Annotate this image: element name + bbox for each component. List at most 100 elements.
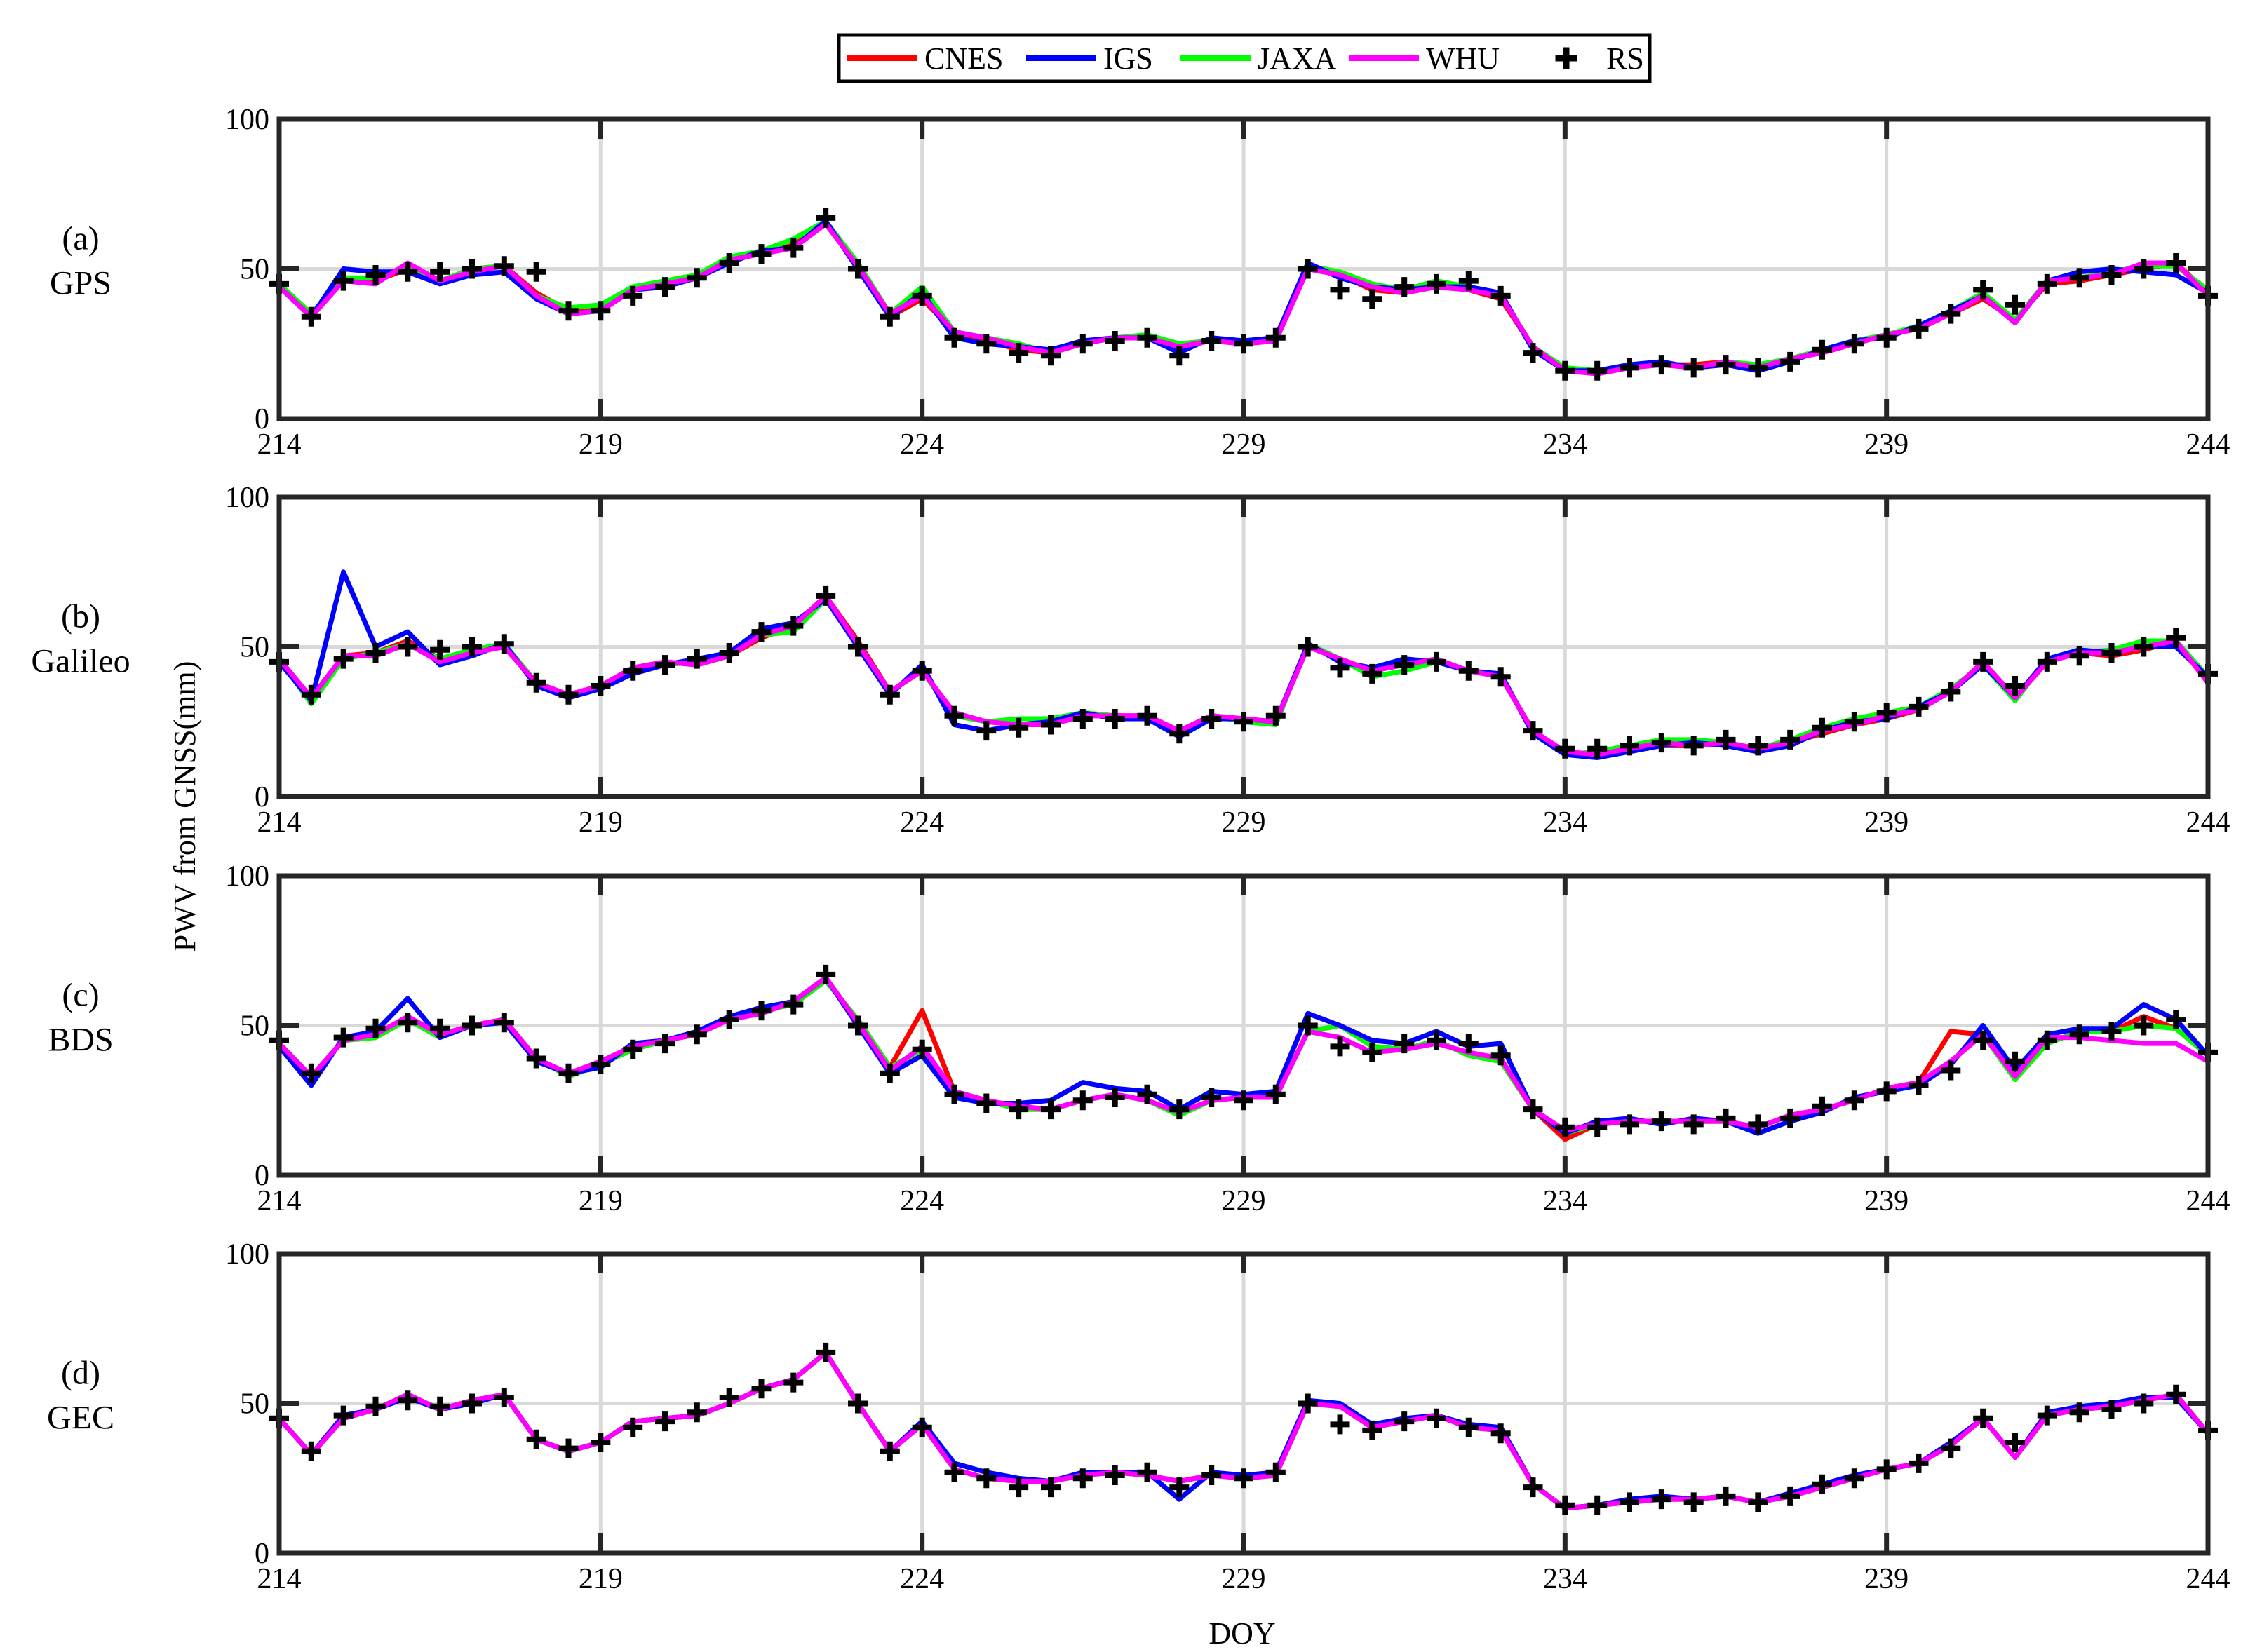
- rs-point: [301, 306, 321, 327]
- x-tick-label: 234: [1543, 1185, 1587, 1217]
- rs-point: [1072, 709, 1093, 729]
- rs-point: [1748, 358, 1768, 378]
- rs-point: [687, 1024, 707, 1045]
- rs-point: [2069, 268, 2089, 288]
- rs-point: [2134, 637, 2154, 657]
- rs-point: [365, 1018, 386, 1038]
- rs-point: [1620, 1492, 1639, 1512]
- rs-point: [880, 1441, 900, 1461]
- rs-point: [494, 1388, 514, 1407]
- rs-point: [1330, 280, 1350, 300]
- rs-point: [1651, 733, 1671, 753]
- rs-point: [1780, 351, 1800, 372]
- rs-point: [526, 262, 546, 282]
- rs-point: [1620, 358, 1639, 378]
- rs-point: [912, 1417, 932, 1437]
- legend-label-cnes: CNES: [924, 41, 1003, 76]
- rs-point: [2134, 1393, 2154, 1414]
- rs-point: [1009, 343, 1029, 363]
- rs-point: [719, 643, 739, 663]
- rs-point: [1201, 1088, 1222, 1107]
- rs-point: [1555, 1495, 1575, 1515]
- rs-point: [1716, 355, 1736, 375]
- rs-point: [2037, 1405, 2057, 1426]
- rs-point: [1490, 667, 1511, 687]
- x-tick-label: 244: [2186, 806, 2230, 839]
- x-tick-label: 239: [1864, 1185, 1909, 1217]
- rs-point: [1587, 1117, 1608, 1137]
- rs-point: [1812, 339, 1832, 360]
- rs-point: [1555, 1117, 1575, 1137]
- rs-point: [462, 637, 482, 657]
- rs-point: [687, 649, 707, 669]
- rs-point: [1716, 729, 1736, 750]
- rs-point: [1427, 1408, 1446, 1428]
- rs-point: [1201, 709, 1222, 729]
- y-tick-label: 100: [225, 104, 269, 136]
- x-tick-label: 244: [2186, 1563, 2230, 1595]
- rs-point: [2005, 1433, 2025, 1452]
- ticks: 214 219 224 229 234 239 244 0 50 100: [225, 482, 2230, 839]
- rs-point: [1941, 1438, 1961, 1458]
- y-tick-label: 100: [225, 860, 269, 893]
- rs-point: [2101, 643, 2122, 663]
- rs-point: [1362, 289, 1382, 309]
- rs-point: [2037, 1030, 2057, 1050]
- x-tick-label: 224: [900, 428, 944, 461]
- rs-point: [462, 1393, 482, 1414]
- rs-point: [1844, 1468, 1864, 1489]
- rs-point: [1683, 736, 1704, 756]
- x-tick-label: 234: [1543, 428, 1587, 461]
- rs-point: [848, 1393, 868, 1414]
- legend-label-whu: WHU: [1426, 41, 1500, 76]
- rs-point: [944, 1084, 964, 1104]
- rs-point: [526, 1429, 546, 1449]
- rs-point: [398, 1390, 418, 1411]
- rs-point: [848, 1015, 868, 1036]
- rs-point: [1201, 331, 1222, 351]
- legend-label-rs: RS: [1606, 41, 1644, 76]
- rs-point: [1105, 1088, 1125, 1107]
- panel-system: BDS: [48, 1022, 113, 1059]
- rs-point: [1394, 277, 1415, 297]
- rs-point: [591, 1055, 611, 1074]
- rs-markers: [269, 1342, 2218, 1515]
- rs-point: [1072, 1090, 1093, 1111]
- rs-point: [912, 285, 932, 306]
- rs-point: [1072, 1468, 1093, 1489]
- x-tick-label: 234: [1543, 806, 1587, 839]
- rs-point: [1587, 738, 1608, 759]
- rs-point: [1458, 661, 1479, 681]
- rs-point: [526, 672, 546, 693]
- grid: [279, 497, 2208, 797]
- panel-gps: 214 219 224 229 234 239 244 0 50 100 (a) GPS: [50, 104, 2230, 461]
- rs-point: [848, 637, 868, 657]
- rs-point: [1394, 1034, 1415, 1054]
- y-tick-label: 50: [240, 1388, 269, 1421]
- rs-point: [1490, 1423, 1511, 1444]
- rs-point: [1973, 1408, 1993, 1428]
- rs-point: [623, 285, 643, 306]
- rs-point: [2166, 1384, 2186, 1404]
- panel-letter: (a): [62, 220, 99, 257]
- rs-point: [1169, 1477, 1190, 1498]
- x-tick-label: 214: [257, 1563, 302, 1595]
- rs-point: [623, 1417, 643, 1437]
- rs-point: [1587, 1495, 1608, 1515]
- rs-point: [301, 1063, 321, 1083]
- rs-point: [1009, 717, 1029, 738]
- x-tick-label: 214: [257, 428, 302, 461]
- rs-point: [365, 643, 386, 663]
- x-tick-label: 244: [2186, 1185, 2230, 1217]
- rs-point: [333, 649, 354, 669]
- rs-point: [1973, 651, 1993, 672]
- rs-point: [1523, 343, 1543, 363]
- rs-point: [1427, 651, 1446, 672]
- x-tick-label: 229: [1222, 806, 1266, 839]
- x-tick-label: 224: [900, 806, 944, 839]
- rs-point: [1169, 1099, 1190, 1120]
- rs-point: [1298, 1015, 1318, 1036]
- rs-point: [1330, 658, 1350, 678]
- rs-point: [1909, 1453, 1929, 1473]
- legend-item-whu: WHU: [1349, 41, 1500, 76]
